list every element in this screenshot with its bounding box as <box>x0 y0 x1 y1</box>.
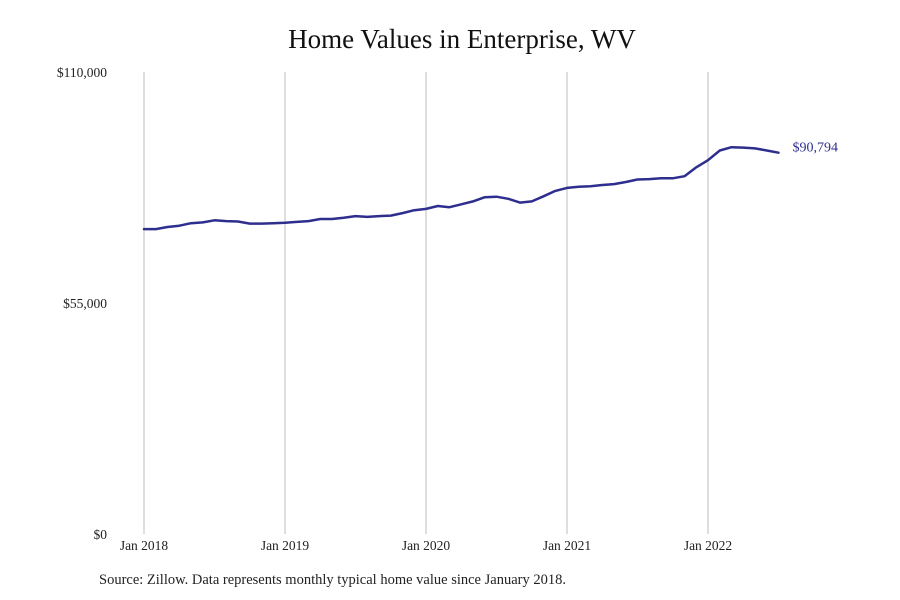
vertical-gridlines <box>143 72 709 534</box>
x-tick-label: Jan 2022 <box>684 538 732 553</box>
end-value-label: $90,794 <box>793 141 839 156</box>
y-tick-label: $55,000 <box>63 296 107 311</box>
x-axis-ticks: Jan 2018 Jan 2019 Jan 2020 Jan 2021 Jan 2022 <box>120 538 732 553</box>
y-tick-label: $0 <box>94 527 108 542</box>
x-tick-label: Jan 2019 <box>261 538 310 553</box>
x-tick-label: Jan 2018 <box>120 538 169 553</box>
x-tick-label: Jan 2021 <box>543 538 591 553</box>
series-line-home-value <box>142 145 780 231</box>
chart-title: Home Values in Enterprise, WV <box>288 24 636 54</box>
y-tick-label: $110,000 <box>57 65 107 80</box>
source-note: Source: Zillow. Data represents monthly … <box>99 572 566 588</box>
y-axis-ticks: $0 $55,000 $110,000 <box>57 65 107 542</box>
x-tick-label: Jan 2020 <box>402 538 451 553</box>
